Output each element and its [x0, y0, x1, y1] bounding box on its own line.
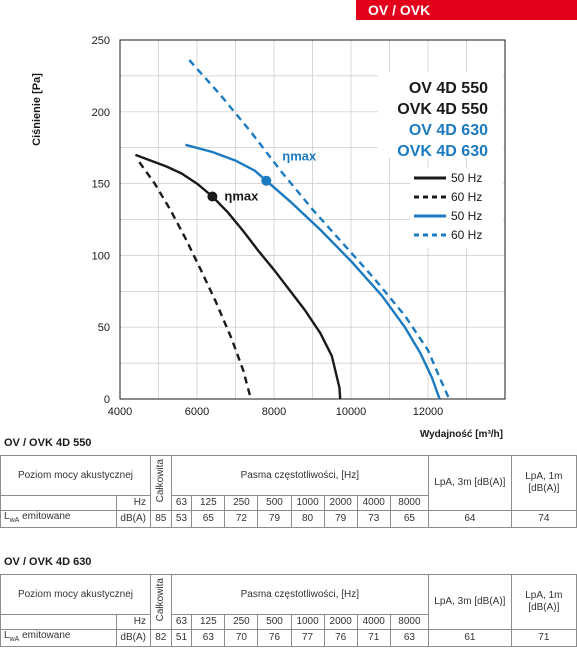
freq-cell: 8000 — [389, 495, 430, 511]
x-tick-label: 8000 — [262, 406, 286, 418]
freq-cell: 4000 — [356, 614, 391, 630]
eta-max-label-0: ηmax — [224, 189, 259, 204]
lpa1-value: 71 — [510, 629, 577, 647]
unit-hz: Hz — [115, 495, 151, 511]
lpa1-value: 74 — [510, 510, 577, 528]
unit-hz: Hz — [115, 614, 151, 630]
lpa3-header: LpA, 3m [dB(A)] — [428, 455, 512, 511]
plot-frame — [119, 39, 506, 400]
y-tick-label: 150 — [92, 179, 110, 191]
model-label: OVK 4D 630 — [397, 143, 488, 160]
lpa3-value: 64 — [428, 510, 512, 528]
series-line-0 — [134, 153, 342, 400]
series-line-3 — [188, 59, 451, 400]
band-header: Pasma częstotliwości, [Hz] — [170, 574, 430, 615]
band-value: 76 — [257, 629, 292, 647]
y-axis-label: Ciśnienie [Pa] — [31, 73, 43, 146]
legend-label: 50 Hz — [451, 209, 482, 223]
eta-max-label-1: ηmax — [282, 149, 317, 164]
freq-cell: 500 — [257, 495, 292, 511]
freq-cell: 63 — [170, 614, 193, 630]
model-label: OV 4D 550 — [409, 80, 488, 97]
series-line-1 — [138, 161, 253, 400]
band-value: 71 — [356, 629, 391, 647]
freq-cell: 1000 — [290, 495, 325, 511]
band-value: 63 — [389, 629, 430, 647]
freq-cell: 250 — [224, 614, 259, 630]
table-title-630: OV / OVK 4D 630 — [4, 556, 92, 568]
legend-label: 60 Hz — [451, 228, 482, 242]
freq-cell: 125 — [191, 614, 226, 630]
model-label: OVK 4D 550 — [397, 101, 488, 118]
freq-cell: 500 — [257, 614, 292, 630]
x-tick-label: 6000 — [185, 406, 209, 418]
band-value: 80 — [290, 510, 325, 528]
y-tick-label: 250 — [92, 35, 110, 47]
legend-label: 50 Hz — [451, 171, 482, 185]
freq-cell: 2000 — [323, 614, 358, 630]
pressure-chart: 0 50 100 150 200 250 4000 6000 8000 10000 12000 Ciś… — [31, 35, 506, 440]
model-label: OV 4D 630 — [409, 122, 488, 139]
acoustic-table-550: Poziom mocy akustycznej Całkowita Pasma … — [0, 455, 577, 528]
legend-label: 60 Hz — [451, 190, 482, 204]
freq-cell: 2000 — [323, 495, 358, 511]
band-value: 77 — [290, 629, 325, 647]
total-header: Całkowita — [149, 455, 172, 511]
freq-cell: 1000 — [290, 614, 325, 630]
y-tick-label: 50 — [98, 322, 110, 334]
x-axis-label: Wydajność [m³/h] — [420, 429, 503, 440]
row-label: LwA emitowane — [0, 629, 117, 647]
acoustic-table-630: Poziom mocy akustycznej Całkowita Pasma … — [0, 574, 577, 647]
band-value: 79 — [323, 510, 358, 528]
freq-cell: 63 — [170, 495, 193, 511]
product-banner: OV / OVK — [356, 0, 577, 20]
y-tick-label: 100 — [92, 250, 110, 262]
x-tick-label: 10000 — [336, 406, 367, 418]
freq-cell: 4000 — [356, 495, 391, 511]
row-unit: dB(A) — [115, 629, 151, 647]
freq-cell: 125 — [191, 495, 226, 511]
freq-cell: 8000 — [389, 614, 430, 630]
total-header: Całkowita — [149, 574, 172, 630]
total-value: 82 — [149, 629, 172, 647]
band-value: 76 — [323, 629, 358, 647]
model-label-box — [378, 72, 503, 158]
band-value: 73 — [356, 510, 391, 528]
y-tick-label: 0 — [104, 394, 110, 406]
freq-cell: 250 — [224, 495, 259, 511]
series-line-2 — [185, 143, 441, 400]
band-value: 65 — [191, 510, 226, 528]
col-label: Poziom mocy akustycznej — [0, 574, 151, 615]
lpa1-header: LpA, 1m [dB(A)] — [510, 455, 577, 511]
eta-max-point-0 — [207, 191, 218, 202]
band-header: Pasma częstotliwości, [Hz] — [170, 455, 430, 496]
band-value: 63 — [191, 629, 226, 647]
lpa3-value: 61 — [428, 629, 512, 647]
row-label: LwA emitowane — [0, 510, 117, 528]
x-tick-label: 4000 — [108, 406, 132, 418]
y-tick-label: 200 — [92, 107, 110, 119]
total-value: 85 — [149, 510, 172, 528]
row-unit: dB(A) — [115, 510, 151, 528]
band-value: 51 — [170, 629, 193, 647]
table-title-550: OV / OVK 4D 550 — [4, 437, 92, 449]
lpa3-header: LpA, 3m [dB(A)] — [428, 574, 512, 630]
lpa1-header: LpA, 1m [dB(A)] — [510, 574, 577, 630]
band-value: 70 — [224, 629, 259, 647]
band-value: 65 — [389, 510, 430, 528]
eta-max-point-1 — [261, 175, 272, 186]
band-value: 53 — [170, 510, 193, 528]
band-value: 72 — [224, 510, 259, 528]
band-value: 79 — [257, 510, 292, 528]
x-tick-label: 12000 — [413, 406, 444, 418]
col-label: Poziom mocy akustycznej — [0, 455, 151, 496]
